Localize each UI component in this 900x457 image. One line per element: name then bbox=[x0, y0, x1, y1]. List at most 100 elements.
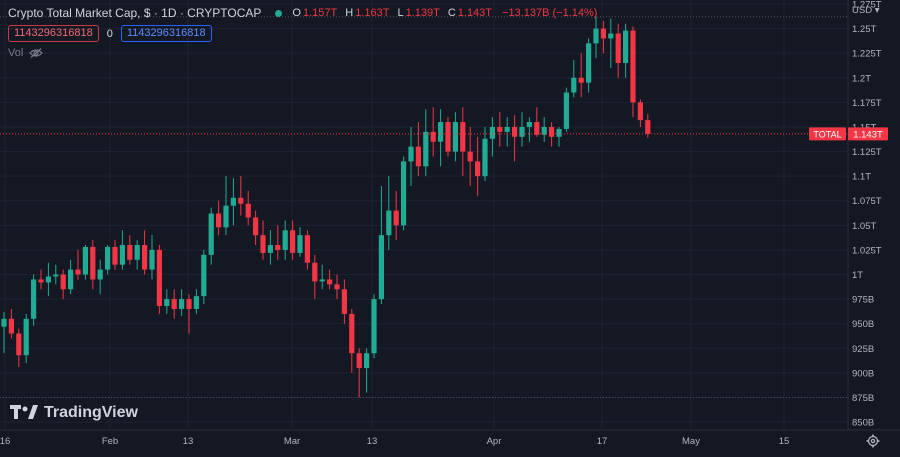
candle-body bbox=[430, 131, 436, 142]
y-tick-label: 1.075T bbox=[852, 196, 882, 207]
ohlc-close: C 1.143T bbox=[448, 7, 492, 19]
volume-label: Vol bbox=[8, 47, 24, 59]
ohlc-low-value: 1.139T bbox=[405, 7, 440, 19]
ohlc-low-label: L bbox=[397, 7, 404, 19]
y-tick-label: 1.125T bbox=[852, 147, 882, 158]
y-tick-label: 875B bbox=[852, 393, 874, 404]
change-value: −13.137B (−1.14%) bbox=[502, 7, 598, 19]
candle-body bbox=[142, 245, 148, 270]
candle-body bbox=[549, 126, 555, 137]
candle-body bbox=[467, 151, 473, 162]
candle-body bbox=[68, 269, 74, 290]
buy-button[interactable]: 1143296316818 bbox=[120, 25, 212, 42]
candle-body bbox=[245, 203, 251, 218]
candle-body bbox=[460, 122, 466, 152]
candle-body bbox=[408, 146, 414, 162]
last-value-price-box bbox=[848, 127, 888, 141]
candle-body bbox=[112, 246, 118, 265]
spread-value: 0 bbox=[106, 27, 113, 40]
candle-body bbox=[475, 161, 481, 177]
candle-body bbox=[512, 126, 518, 137]
ohlc-open-value: 1.157T bbox=[302, 7, 338, 19]
x-tick-label: 15 bbox=[779, 436, 790, 447]
grid-lines bbox=[0, 0, 900, 431]
candle-body bbox=[519, 126, 525, 137]
candle-body bbox=[630, 30, 636, 103]
candle-body bbox=[637, 102, 643, 121]
x-tick-label: 13 bbox=[183, 436, 194, 447]
candle-body bbox=[556, 128, 562, 137]
eye-hidden-icon[interactable] bbox=[29, 48, 44, 58]
candlestick-series bbox=[1, 16, 651, 398]
currency-label: USD ▾ bbox=[852, 5, 880, 16]
candle-body bbox=[193, 296, 199, 309]
candle-body bbox=[445, 122, 451, 152]
candle-body bbox=[334, 284, 340, 290]
candle-body bbox=[452, 122, 458, 152]
y-tick-label: 1.05T bbox=[852, 221, 876, 232]
indicator-dot-icon bbox=[275, 9, 283, 17]
last-value-marker: TOTAL 1.143T bbox=[0, 127, 888, 141]
candle-body bbox=[386, 210, 392, 236]
candle-body bbox=[164, 299, 170, 307]
ohlc-low: L 1.139T bbox=[397, 7, 439, 19]
candle-body bbox=[393, 210, 399, 226]
y-tick-label: 925B bbox=[852, 344, 874, 355]
candle-body bbox=[364, 353, 370, 368]
candle-body bbox=[608, 33, 614, 39]
candle-body bbox=[563, 92, 569, 129]
candle-body bbox=[378, 235, 384, 300]
tradingview-logo[interactable]: TradingView bbox=[10, 404, 138, 422]
time-axis[interactable]: 16 Feb 13 Mar 13 Apr 17 May 15 bbox=[0, 436, 789, 447]
candle-body bbox=[45, 276, 51, 283]
candle-body bbox=[578, 77, 584, 83]
candle-body bbox=[504, 126, 510, 132]
candle-body bbox=[489, 126, 495, 139]
candle-body bbox=[526, 122, 532, 127]
sell-button[interactable]: 1143296316818 bbox=[8, 25, 99, 42]
candle-body bbox=[304, 235, 310, 263]
candle-body bbox=[208, 213, 214, 255]
y-tick-label: 1T bbox=[852, 270, 863, 281]
last-value-price: 1.143T bbox=[853, 129, 883, 140]
x-tick-label: Feb bbox=[102, 436, 118, 447]
candle-body bbox=[16, 333, 22, 356]
candle-body bbox=[105, 246, 111, 270]
ohlc-open-label: O bbox=[292, 7, 301, 19]
candle-body bbox=[230, 197, 236, 206]
symbol-title[interactable]: Crypto Total Market Cap, $ · 1D · CRYPTO… bbox=[8, 6, 262, 20]
candle-body bbox=[319, 279, 325, 282]
candle-body bbox=[327, 279, 333, 285]
y-tick-label: 850B bbox=[852, 418, 874, 429]
candle-body bbox=[615, 33, 621, 64]
chart-header: Crypto Total Market Cap, $ · 1D · CRYPTO… bbox=[8, 4, 605, 22]
ohlc-high: H 1.163T bbox=[345, 7, 389, 19]
x-tick-label: Apr bbox=[487, 436, 502, 447]
x-tick-label: 17 bbox=[597, 436, 608, 447]
candle-body bbox=[260, 235, 266, 253]
candle-body bbox=[275, 245, 281, 250]
y-tick-label: 950B bbox=[852, 319, 874, 330]
trade-toolbar: 1143296316818 0 1143296316818 bbox=[8, 25, 212, 42]
candle-body bbox=[186, 299, 192, 309]
candle-body bbox=[423, 131, 429, 167]
candle-body bbox=[31, 279, 37, 319]
candle-body bbox=[179, 299, 185, 309]
tradingview-logo-icon bbox=[10, 405, 38, 419]
price-axis[interactable]: USD ▾1.275T1.25T1.225T1.2T1.175T1.15T1.1… bbox=[852, 0, 882, 429]
ohlc-high-value: 1.163T bbox=[355, 7, 390, 19]
candle-body bbox=[253, 217, 259, 236]
candle-body bbox=[134, 245, 140, 260]
candle-body bbox=[97, 269, 103, 280]
candle-body bbox=[356, 353, 362, 368]
brand-name: TradingView bbox=[44, 404, 138, 421]
candle-body bbox=[267, 245, 273, 253]
gear-icon[interactable] bbox=[866, 434, 880, 448]
ohlc-open: O 1.157T bbox=[292, 7, 337, 19]
volume-legend[interactable]: Vol bbox=[8, 47, 44, 59]
candle-body bbox=[297, 235, 303, 253]
candle-body bbox=[600, 28, 606, 39]
candle-body bbox=[541, 126, 547, 135]
candle-body bbox=[82, 246, 88, 275]
